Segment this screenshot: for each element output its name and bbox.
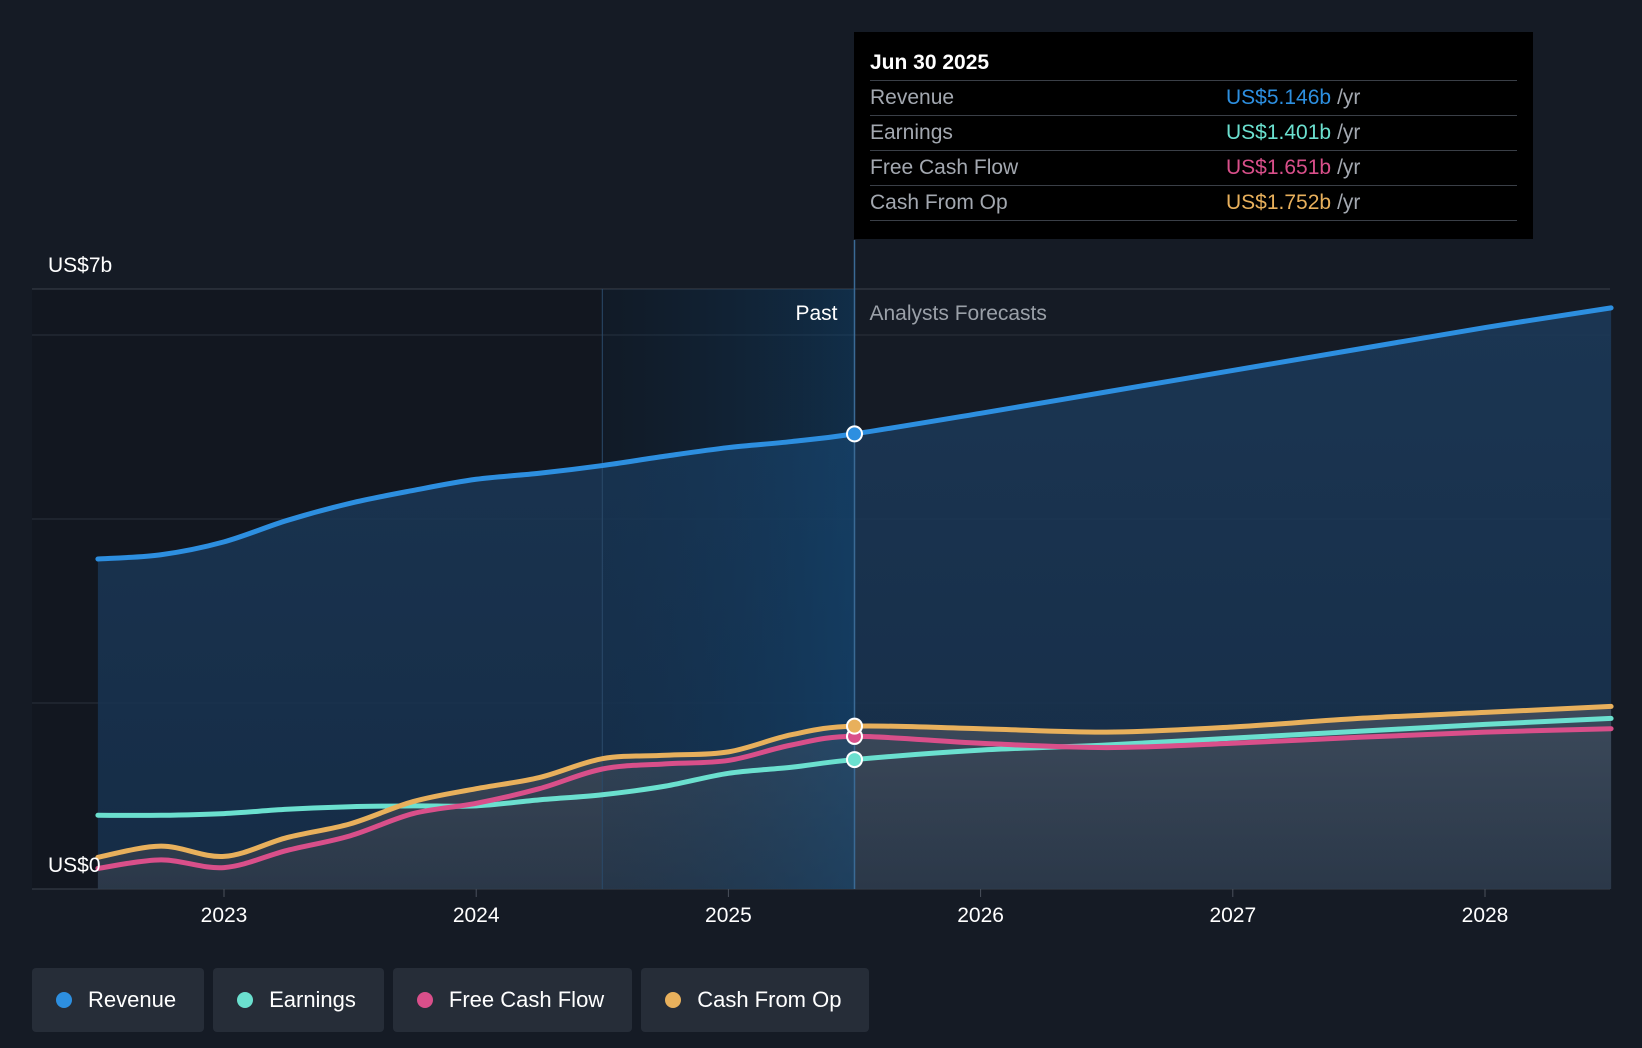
forecast-label: Analysts Forecasts [870, 302, 1047, 325]
tooltip-row-label: Cash From Op [870, 191, 1008, 214]
past-label: Past [795, 302, 837, 325]
x-tick-label: 2025 [705, 904, 752, 927]
tooltip-row-value: US$1.401b [1226, 121, 1332, 144]
legend-label: Free Cash Flow [448, 987, 605, 1012]
legend-label: Revenue [88, 987, 177, 1012]
tooltip-row-unit: /yr [1337, 86, 1361, 109]
series-line-earnings [95, 715, 1614, 818]
tooltip-row-unit: /yr [1337, 156, 1361, 179]
marker-cash-from-op [846, 717, 863, 735]
tooltip: Jun 30 2025 Revenue US$5.146b/yr Earnings U… [854, 32, 1533, 239]
legend-item-cash-from-op[interactable]: Cash From Op [641, 968, 870, 1032]
tooltip-row: Revenue US$5.146b/yr [870, 80, 1517, 115]
x-tick-label: 2024 [453, 904, 500, 927]
y-axis-max-label: US$7b [48, 254, 112, 277]
tooltip-row-value: US$1.651b [1226, 156, 1332, 179]
x-tick-label: 2026 [957, 904, 1004, 927]
series-line-revenue [95, 305, 1614, 562]
tooltip-date: Jun 30 2025 [870, 51, 990, 74]
tooltip-row-value: US$5.146b [1226, 86, 1332, 109]
tooltip-row: Free Cash Flow US$1.651b/yr [870, 150, 1517, 185]
tooltip-row-label: Revenue [870, 86, 955, 109]
y-axis-min-label: US$0 [48, 854, 101, 877]
tooltip-row-unit: /yr [1337, 121, 1361, 144]
past-shade [602, 289, 855, 889]
x-tick-label: 2027 [1209, 904, 1256, 927]
tooltip-row-label: Earnings [870, 121, 953, 144]
legend-dot-icon [56, 992, 72, 1008]
tooltip-row-label: Free Cash Flow [870, 156, 1019, 179]
tooltip-row-value: US$1.752b [1226, 191, 1332, 214]
x-tick-label: 2023 [201, 904, 248, 927]
legend-label: Earnings [269, 987, 356, 1012]
legend: Revenue Earnings Free Cash Flow Cash From O… [32, 968, 878, 1032]
marker-revenue [846, 425, 863, 443]
legend-label: Cash From Op [697, 987, 842, 1012]
legend-item-revenue[interactable]: Revenue [32, 968, 205, 1032]
series-line-free-cash-flow [95, 726, 1614, 871]
series-line-cash-from-op [95, 703, 1614, 860]
tooltip-row-unit: /yr [1337, 191, 1361, 214]
legend-dot-icon [665, 992, 682, 1008]
legend-dot-icon [416, 992, 433, 1008]
legend-item-free-cash-flow[interactable]: Free Cash Flow [392, 968, 633, 1032]
marker-earnings [846, 751, 863, 769]
legend-item-earnings[interactable]: Earnings [213, 968, 384, 1032]
x-tick-label: 2028 [1462, 904, 1509, 927]
legend-dot-icon [237, 992, 254, 1008]
tooltip-row: Cash From Op US$1.752b/yr [870, 185, 1517, 221]
tooltip-row: Earnings US$1.401b/yr [870, 115, 1517, 150]
